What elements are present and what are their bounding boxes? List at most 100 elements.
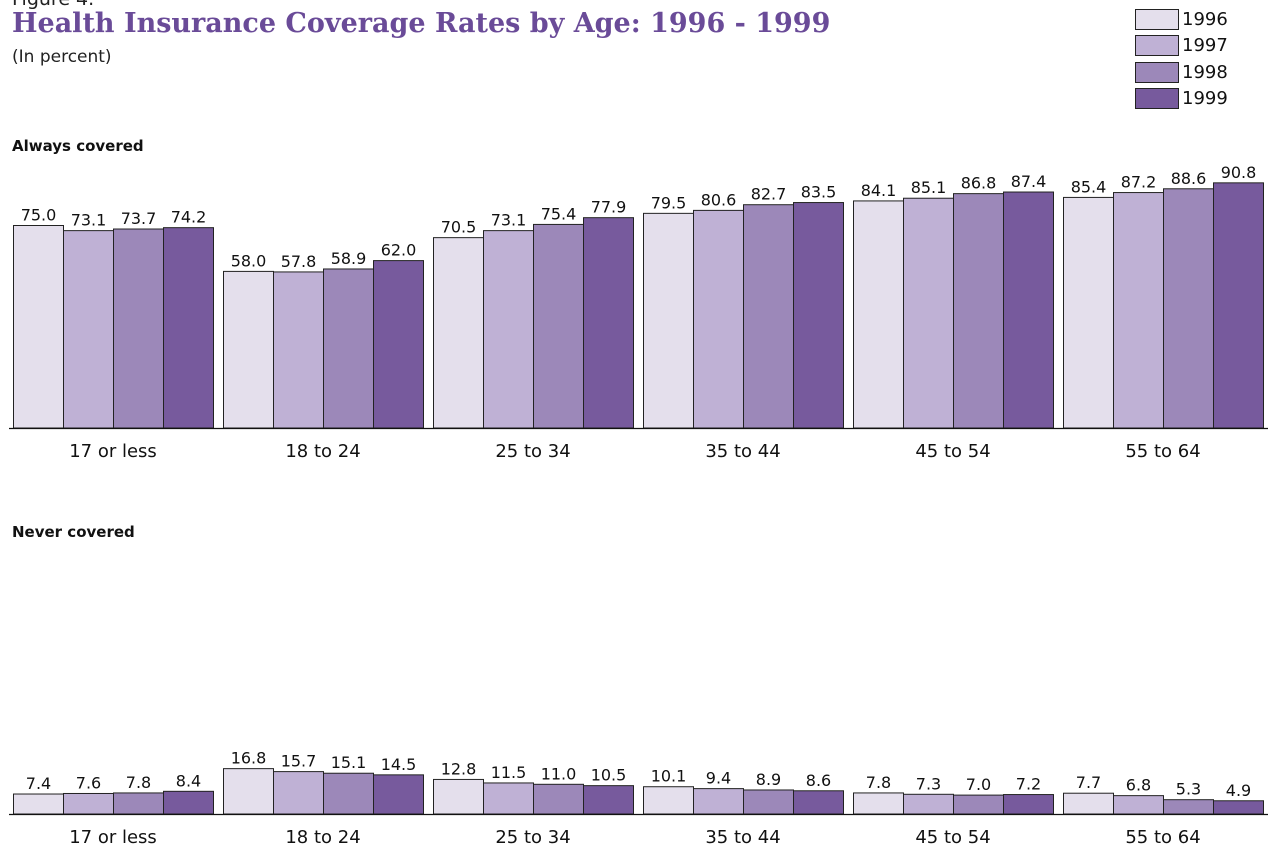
data-label: 62.0 bbox=[381, 241, 417, 260]
legend-swatch-1998 bbox=[1135, 61, 1179, 83]
data-label: 80.6 bbox=[701, 190, 737, 209]
data-label: 70.5 bbox=[441, 218, 477, 237]
bar-1996-55-to-64 bbox=[1063, 196, 1114, 429]
x-tick-label: 45 to 54 bbox=[915, 827, 990, 848]
bar-1999-35-to-44 bbox=[793, 790, 844, 815]
data-label: 7.8 bbox=[126, 773, 151, 792]
bar-1997-18-to-24 bbox=[273, 271, 324, 429]
data-label: 73.7 bbox=[121, 209, 157, 228]
data-label: 11.5 bbox=[491, 763, 527, 782]
bar-1996-55-to-64 bbox=[1063, 792, 1114, 815]
data-label: 4.9 bbox=[1226, 781, 1251, 800]
bar-1998-25-to-34 bbox=[533, 223, 584, 429]
bar-1997-35-to-44 bbox=[693, 788, 744, 815]
data-label: 8.9 bbox=[756, 770, 781, 789]
bar-1998-55-to-64 bbox=[1163, 188, 1214, 429]
legend-item-1996: 1996 bbox=[1135, 6, 1228, 33]
bar-1999-25-to-34 bbox=[583, 785, 634, 815]
data-label: 12.8 bbox=[441, 759, 477, 778]
data-label: 6.8 bbox=[1126, 776, 1151, 795]
data-label: 14.5 bbox=[381, 755, 417, 774]
figure-label: Figure 4. bbox=[12, 0, 94, 10]
data-label: 85.4 bbox=[1071, 177, 1107, 196]
data-label: 73.1 bbox=[491, 211, 527, 230]
data-label: 5.3 bbox=[1176, 780, 1201, 799]
data-label: 16.8 bbox=[231, 749, 267, 768]
legend-label-1999: 1999 bbox=[1182, 88, 1228, 110]
bar-1996-35-to-44 bbox=[643, 212, 694, 429]
bar-1999-45-to-54 bbox=[1003, 794, 1054, 815]
panel-title-never-covered: Never covered bbox=[12, 523, 135, 541]
data-label: 7.4 bbox=[26, 774, 51, 793]
bar-1997-18-to-24 bbox=[273, 771, 324, 815]
bar-1999-55-to-64 bbox=[1213, 800, 1264, 815]
bar-1999-17-or-less bbox=[163, 790, 214, 815]
chart-subtitle: (In percent) bbox=[12, 47, 112, 67]
data-label: 15.7 bbox=[281, 752, 317, 771]
data-label: 8.4 bbox=[176, 771, 201, 790]
data-label: 83.5 bbox=[801, 183, 837, 202]
data-label: 8.6 bbox=[806, 771, 831, 790]
legend-swatch-1999 bbox=[1135, 88, 1179, 110]
bar-1998-35-to-44 bbox=[743, 789, 794, 815]
bar-1999-35-to-44 bbox=[793, 202, 844, 429]
x-tick-label: 25 to 34 bbox=[495, 827, 570, 848]
bar-1997-25-to-34 bbox=[483, 782, 534, 815]
panel-0: 75.0 73.1 73.7 74.2 17 or less 58.0 57.8 58.9 62… bbox=[9, 163, 1268, 462]
data-label: 88.6 bbox=[1171, 169, 1207, 188]
data-label: 75.4 bbox=[541, 204, 577, 223]
data-label: 87.2 bbox=[1121, 173, 1157, 192]
data-label: 75.0 bbox=[21, 206, 57, 225]
bar-1999-25-to-34 bbox=[583, 217, 634, 429]
data-label: 86.8 bbox=[961, 174, 997, 193]
bar-1996-45-to-54 bbox=[853, 792, 904, 815]
data-label: 90.8 bbox=[1221, 163, 1257, 182]
x-tick-label: 35 to 44 bbox=[705, 827, 780, 848]
data-label: 7.0 bbox=[966, 775, 991, 794]
bar-1998-17-or-less bbox=[113, 792, 164, 815]
bar-1996-25-to-34 bbox=[433, 778, 484, 815]
bar-1998-18-to-24 bbox=[323, 772, 374, 815]
bar-1999-18-to-24 bbox=[373, 774, 424, 815]
bar-1998-25-to-34 bbox=[533, 783, 584, 815]
legend-label-1996: 1996 bbox=[1182, 8, 1228, 30]
legend-item-1999: 1999 bbox=[1135, 86, 1228, 113]
data-label: 74.2 bbox=[171, 208, 207, 227]
legend-swatch-1997 bbox=[1135, 35, 1179, 57]
x-tick-label: 55 to 64 bbox=[1125, 827, 1200, 848]
bar-1996-45-to-54 bbox=[853, 200, 904, 429]
bar-1999-55-to-64 bbox=[1213, 182, 1264, 429]
bar-1997-35-to-44 bbox=[693, 209, 744, 429]
data-label: 73.1 bbox=[71, 211, 107, 230]
panel-title-always-covered: Always covered bbox=[12, 137, 144, 155]
legend-label-1998: 1998 bbox=[1182, 61, 1228, 83]
bar-1997-17-or-less bbox=[63, 230, 114, 429]
data-label: 58.9 bbox=[331, 249, 367, 268]
data-label: 9.4 bbox=[706, 769, 731, 788]
x-tick-label: 17 or less bbox=[69, 827, 157, 848]
x-tick-label: 18 to 24 bbox=[285, 441, 360, 462]
data-label: 7.7 bbox=[1076, 773, 1101, 792]
data-label: 15.1 bbox=[331, 753, 367, 772]
data-label: 7.2 bbox=[1016, 775, 1041, 794]
data-label: 82.7 bbox=[751, 185, 787, 204]
data-label: 10.5 bbox=[591, 766, 627, 785]
bar-1998-55-to-64 bbox=[1163, 799, 1214, 815]
bar-1999-17-or-less bbox=[163, 227, 214, 429]
x-tick-label: 25 to 34 bbox=[495, 441, 570, 462]
data-label: 87.4 bbox=[1011, 172, 1047, 191]
x-tick-label: 45 to 54 bbox=[915, 441, 990, 462]
legend-label-1997: 1997 bbox=[1182, 35, 1228, 57]
bar-1997-25-to-34 bbox=[483, 230, 534, 429]
data-label: 79.5 bbox=[651, 193, 687, 212]
bar-1998-45-to-54 bbox=[953, 193, 1004, 429]
bar-1996-35-to-44 bbox=[643, 786, 694, 815]
legend-item-1998: 1998 bbox=[1135, 59, 1228, 86]
bar-1996-17-or-less bbox=[13, 793, 64, 815]
x-tick-label: 18 to 24 bbox=[285, 827, 360, 848]
bar-1998-18-to-24 bbox=[323, 268, 374, 429]
bar-1996-17-or-less bbox=[13, 225, 64, 429]
x-tick-label: 35 to 44 bbox=[705, 441, 780, 462]
bar-1996-18-to-24 bbox=[223, 270, 274, 429]
